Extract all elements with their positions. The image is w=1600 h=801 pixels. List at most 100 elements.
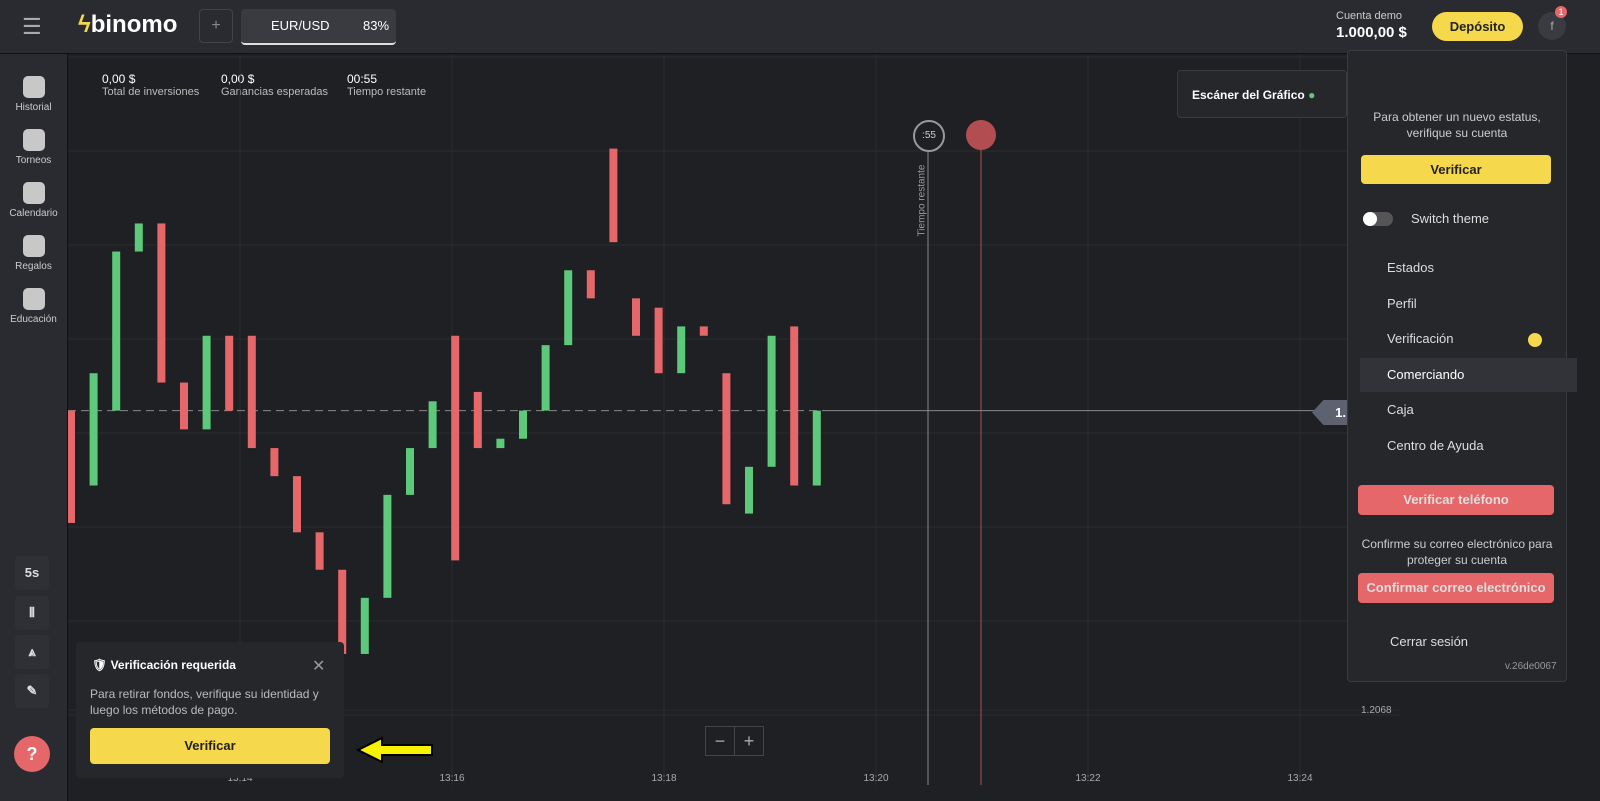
logout[interactable]: Cerrar sesión — [1390, 634, 1469, 649]
candle — [654, 307, 663, 374]
candle — [360, 597, 369, 654]
candle — [112, 251, 121, 411]
menu-item[interactable]: Caja — [1387, 402, 1414, 417]
candle — [541, 345, 550, 411]
stat: 0,00 $ Ganancias esperadas — [221, 72, 328, 98]
account-label: Cuenta demo — [1336, 10, 1403, 22]
candle — [157, 223, 166, 383]
verify-button[interactable]: Verificar — [90, 728, 330, 764]
nav-icon — [22, 235, 45, 257]
candle — [225, 335, 234, 411]
candle — [338, 569, 347, 654]
candle — [89, 373, 98, 486]
add-tab[interactable]: + — [199, 9, 233, 43]
nav-item[interactable]: Historial — [0, 76, 67, 113]
x-tick-label: 13:24 — [1287, 773, 1312, 784]
deposit-button[interactable]: Depósito — [1432, 12, 1523, 41]
menu-item[interactable]: Comerciando — [1360, 357, 1577, 392]
warning-icon — [1528, 333, 1542, 347]
brand: ϟbinomo — [78, 11, 178, 38]
candle — [293, 476, 301, 533]
stat-label: Ganancias esperadas — [221, 86, 329, 98]
timer-badge: :55 — [913, 120, 945, 152]
nav-label: Educación — [10, 314, 57, 325]
stat-value: 0,00 $ — [102, 72, 136, 86]
x-tick-label: 13:14 — [227, 773, 252, 784]
zoom-in[interactable]: + — [734, 726, 764, 756]
candle — [745, 466, 753, 514]
x-tick-label: 13:16 — [439, 773, 464, 784]
email-text: Confirme su correo electrónico para prot… — [1361, 537, 1553, 567]
candle — [609, 148, 618, 243]
verify-phone[interactable]: Verificar teléfono — [1358, 485, 1554, 515]
candle — [564, 270, 573, 346]
scanner[interactable]: Escáner del Gráfico ● — [1177, 70, 1347, 118]
menu-item[interactable]: Verificación — [1387, 331, 1454, 346]
switch-theme[interactable]: Switch theme — [1411, 211, 1490, 226]
nav-label: Calendario — [9, 208, 58, 219]
nav-item[interactable]: Calendario — [0, 182, 67, 219]
stat-value: 0,00 $ — [221, 72, 255, 86]
candle — [406, 448, 414, 495]
chart-type[interactable]: ⫴ — [15, 596, 49, 630]
candle — [519, 410, 527, 439]
nav-label: Regalos — [15, 261, 52, 272]
asset: EUR/USD — [271, 18, 330, 33]
candle — [428, 401, 437, 449]
nav-label: Torneos — [15, 155, 52, 166]
balance[interactable]: 1.000,00 $ — [1336, 24, 1407, 41]
chart: 13:14 13:16 13:18 13:20 13:22 13:24 1.2068 — [68, 55, 1400, 785]
version: v.26de0067 — [1505, 661, 1557, 672]
scanner-text: Escáner del Gráfico — [1192, 88, 1305, 102]
candle — [677, 326, 686, 374]
arrow — [356, 736, 433, 764]
verify-button[interactable]: Verificar — [1361, 155, 1551, 184]
notification-body: Para retirar fondos, verifique su identi… — [90, 687, 319, 717]
candle — [473, 391, 482, 449]
stat-value: 00:55 — [347, 72, 378, 86]
theme-toggle[interactable] — [1363, 212, 1393, 226]
candle — [496, 438, 505, 449]
candle — [315, 532, 324, 570]
asset-tab[interactable]: EUR/USD 83% — [241, 9, 396, 45]
candle — [270, 448, 279, 477]
stat: 0,00 $ Total de inversiones — [102, 72, 199, 98]
notification-title: Verificación requerida — [110, 658, 236, 672]
nav-icon — [22, 182, 45, 204]
stat-label: Total de inversiones — [102, 86, 200, 98]
candle — [722, 373, 731, 505]
stat: 00:55 Tiempo restante — [347, 72, 426, 98]
close[interactable]: ✕ — [312, 658, 326, 675]
help-button[interactable]: ? — [14, 736, 50, 772]
candle — [383, 494, 392, 598]
menu-item[interactable]: Estados — [1387, 260, 1434, 275]
nav-label: Historial — [15, 102, 52, 113]
candle — [451, 335, 460, 561]
menu-icon[interactable]: ☰ — [22, 14, 42, 39]
nav-item[interactable]: Educación — [0, 288, 67, 325]
notification: 🛡 Verificación requerida ✕ Para retirar … — [76, 642, 344, 778]
indicators[interactable]: ⩓ — [15, 635, 49, 669]
menu-item[interactable]: Perfil — [1387, 295, 1417, 311]
timeframe[interactable]: 5s — [15, 556, 49, 590]
candle — [812, 410, 821, 486]
candle — [68, 410, 75, 523]
nav-icon — [22, 288, 45, 310]
account-menu: Para obtener un nuevo estatus, verifique… — [1347, 50, 1577, 682]
zoom-out[interactable]: − — [705, 726, 735, 756]
nav-item[interactable]: Torneos — [0, 129, 67, 166]
candle — [586, 270, 595, 299]
candle — [699, 326, 708, 336]
confirm-email[interactable]: Confirmar correo electrónico — [1358, 573, 1554, 603]
payout: 83% — [363, 18, 390, 33]
nav-item[interactable]: Regalos — [0, 235, 67, 272]
candle — [134, 223, 143, 252]
menu-item[interactable]: Centro de Ayuda — [1387, 437, 1484, 453]
draw[interactable]: ✎ — [15, 674, 49, 708]
status-text: Para obtener un nuevo estatus, verifique… — [1373, 110, 1541, 140]
candle — [247, 335, 256, 449]
top-bar: ☰ ϟbinomo + EUR/USD 83% Cuenta demo 1.00… — [0, 0, 1600, 54]
x-tick-label: 13:22 — [1075, 773, 1100, 784]
candle — [180, 382, 188, 430]
